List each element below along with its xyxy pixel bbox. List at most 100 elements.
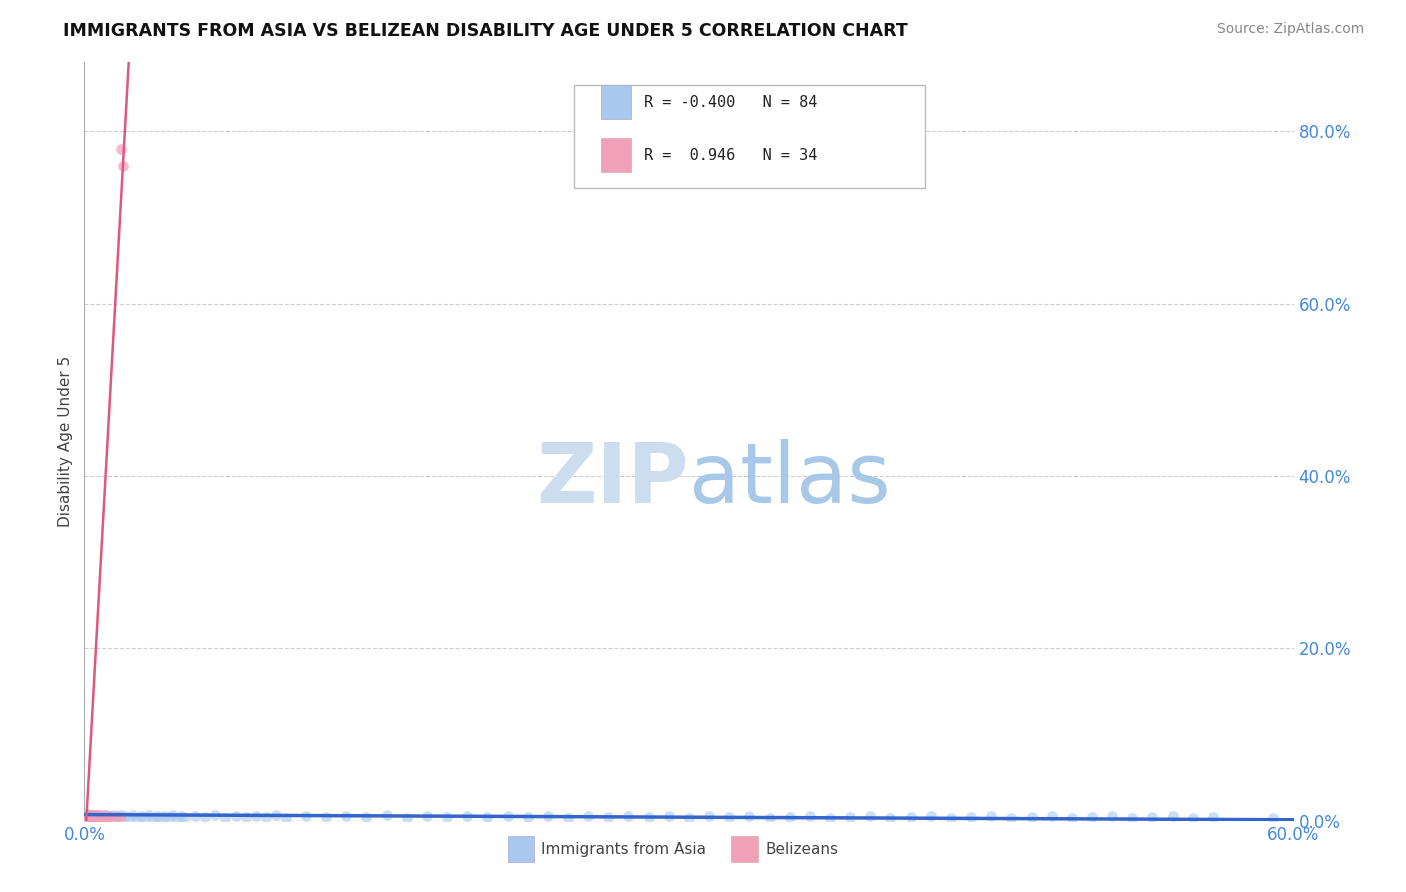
- Bar: [600, 138, 631, 172]
- Point: [86, 807, 108, 822]
- Point: [1121, 811, 1143, 825]
- Point: [93, 811, 115, 825]
- Point: [980, 809, 1002, 823]
- Point: [839, 810, 862, 824]
- Point: [118, 810, 141, 824]
- Point: [658, 809, 681, 823]
- Point: [779, 810, 801, 824]
- Point: [83, 810, 105, 824]
- FancyBboxPatch shape: [574, 85, 925, 187]
- Point: [110, 142, 132, 156]
- Point: [375, 808, 398, 822]
- Text: R =  0.946   N = 34: R = 0.946 N = 34: [644, 148, 817, 163]
- Point: [83, 811, 105, 825]
- Point: [101, 810, 124, 824]
- Point: [77, 810, 100, 824]
- Point: [315, 810, 337, 824]
- Point: [264, 808, 287, 822]
- Point: [174, 810, 197, 824]
- Point: [436, 810, 458, 824]
- Point: [617, 809, 640, 823]
- Point: [537, 809, 560, 823]
- Point: [157, 810, 180, 824]
- Point: [939, 811, 962, 825]
- Point: [1000, 811, 1022, 825]
- Point: [87, 809, 110, 823]
- Point: [879, 811, 901, 825]
- Point: [697, 809, 720, 823]
- Point: [79, 808, 101, 822]
- Y-axis label: Disability Age Under 5: Disability Age Under 5: [58, 356, 73, 527]
- Point: [516, 810, 538, 824]
- Point: [1181, 811, 1204, 825]
- Point: [738, 809, 761, 823]
- Point: [142, 811, 165, 825]
- Point: [818, 811, 841, 825]
- Point: [477, 810, 499, 824]
- Point: [93, 808, 115, 822]
- Point: [184, 809, 207, 823]
- Point: [86, 808, 108, 822]
- Point: [149, 810, 172, 824]
- Point: [960, 810, 983, 824]
- Point: [1101, 809, 1123, 823]
- Point: [121, 808, 143, 822]
- Point: [225, 809, 247, 823]
- Point: [576, 809, 599, 823]
- Point: [79, 810, 101, 824]
- Point: [395, 811, 418, 825]
- Point: [96, 809, 118, 823]
- Point: [295, 809, 318, 823]
- Point: [1202, 810, 1225, 824]
- Point: [110, 808, 132, 822]
- Point: [105, 809, 128, 823]
- Point: [920, 809, 942, 823]
- Point: [274, 811, 297, 825]
- Point: [77, 811, 100, 825]
- Point: [101, 807, 124, 822]
- Point: [79, 809, 101, 823]
- Point: [637, 810, 659, 824]
- Text: Source: ZipAtlas.com: Source: ZipAtlas.com: [1216, 22, 1364, 37]
- Point: [356, 810, 378, 824]
- Point: [83, 808, 105, 822]
- Point: [82, 809, 104, 823]
- Point: [77, 809, 100, 823]
- Point: [91, 810, 114, 824]
- Point: [86, 810, 108, 824]
- Point: [204, 808, 226, 822]
- Point: [82, 807, 104, 822]
- Point: [1060, 811, 1083, 825]
- Point: [900, 810, 922, 824]
- Point: [718, 810, 741, 824]
- Point: [111, 159, 134, 173]
- Point: [162, 808, 184, 822]
- Point: [758, 811, 780, 825]
- Point: [799, 809, 821, 823]
- Point: [129, 809, 152, 823]
- Point: [93, 808, 115, 822]
- Point: [87, 808, 110, 822]
- Point: [134, 810, 156, 824]
- Point: [496, 809, 519, 823]
- Point: [557, 811, 579, 825]
- Point: [82, 810, 104, 824]
- Point: [114, 809, 136, 823]
- Point: [1081, 810, 1104, 824]
- Point: [678, 811, 700, 825]
- Point: [170, 809, 193, 823]
- Point: [335, 809, 357, 823]
- Point: [77, 806, 100, 821]
- Point: [153, 809, 176, 823]
- Point: [194, 810, 217, 824]
- Bar: [508, 836, 534, 863]
- Point: [598, 810, 620, 824]
- Point: [110, 810, 132, 824]
- Point: [86, 810, 108, 824]
- Point: [89, 810, 111, 824]
- Point: [79, 809, 101, 823]
- Point: [166, 811, 188, 825]
- Point: [456, 809, 478, 823]
- Point: [235, 810, 257, 824]
- Point: [83, 809, 105, 823]
